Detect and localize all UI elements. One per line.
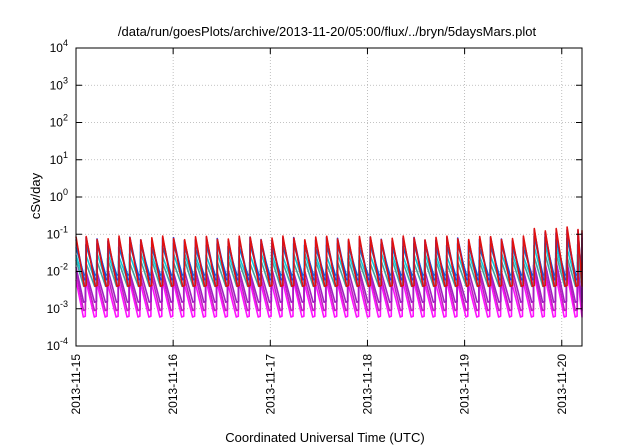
x-tick-label: 2013-11-15 (69, 354, 83, 415)
x-tick-label: 2013-11-20 (555, 354, 569, 415)
y-tick-label: 10-4 (47, 336, 68, 353)
series-layer (75, 226, 583, 318)
y-tick-label: 101 (50, 150, 68, 167)
y-tick-label: 104 (50, 38, 68, 55)
y-tick-label: 10-1 (47, 224, 68, 241)
y-tick-label: 10-3 (47, 299, 68, 316)
x-tick-label: 2013-11-17 (263, 354, 277, 415)
x-tick-label: 2013-11-16 (166, 354, 180, 415)
y-tick-label: 10-2 (47, 262, 68, 279)
y-tick-label: 102 (50, 113, 68, 130)
y-axis-title: cSv/day (28, 172, 43, 219)
y-tick-label: 100 (50, 187, 68, 204)
x-tick-label: 2013-11-19 (458, 354, 472, 415)
x-axis-title: Coordinated Universal Time (UTC) (225, 430, 424, 445)
series-line (75, 226, 583, 288)
y-tick-label: 103 (50, 75, 68, 92)
x-tick-label: 2013-11-18 (360, 354, 374, 415)
ticks: 10-4 10-3 10-2 10-1 100 101 102 103 104 2013-11-1… (47, 38, 582, 415)
chart-title: /data/run/goesPlots/archive/2013-11-20/0… (118, 24, 537, 39)
